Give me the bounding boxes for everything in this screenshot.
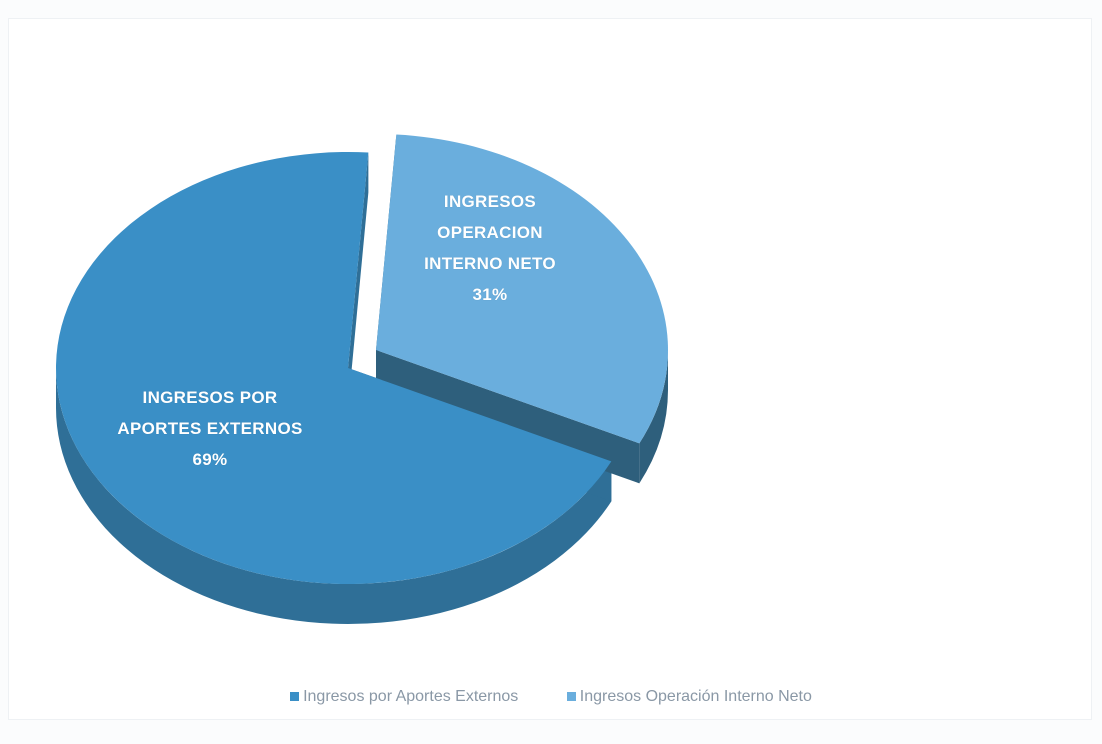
legend-item-operacion-interno[interactable]: Ingresos Operación Interno Neto [566, 688, 812, 706]
slice-label-aportes-externos: INGRESOS POR APORTES EXTERNOS 69% [105, 382, 315, 475]
slice-label-line: APORTES EXTERNOS [117, 419, 303, 438]
slice-label-line: INGRESOS POR [142, 388, 278, 407]
slice-label-line: OPERACION [437, 223, 543, 242]
legend-item-aportes-externos[interactable]: Ingresos por Aportes Externos [290, 688, 518, 706]
slice-percent: 31% [472, 285, 508, 304]
pie-slice-edge [348, 152, 369, 408]
legend-swatch [290, 692, 300, 701]
slice-label-line: INGRESOS [443, 192, 537, 211]
pie-slice-top [376, 134, 668, 444]
slice-label-operacion-interno: INGRESOS OPERACION INTERNO NETO 31% [410, 186, 570, 310]
slice-percent: 69% [192, 450, 228, 469]
pie-slice-side [56, 368, 612, 625]
slice-label-line: INTERNO NETO [424, 254, 556, 273]
pie-slice-top [56, 152, 612, 585]
legend-label: Ingresos por Aportes Externos [303, 688, 519, 705]
legend-label: Ingresos Operación Interno Neto [579, 688, 812, 705]
chart-legend: Ingresos por Aportes Externos Ingresos O… [0, 688, 1102, 706]
legend-swatch [566, 692, 576, 701]
pie-slice-side [639, 350, 668, 484]
